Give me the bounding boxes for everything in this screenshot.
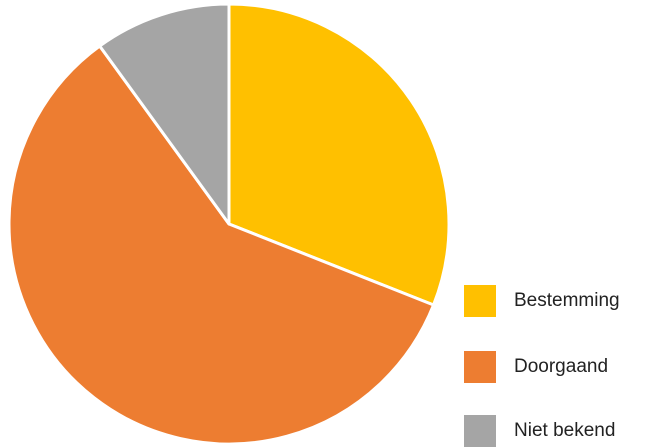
legend-swatch-doorgaand	[464, 351, 496, 383]
pie-slice-niet-bekend	[98, 2, 231, 226]
legend-item-bestemming: Bestemming	[464, 285, 620, 317]
legend-label-niet-bekend: Niet bekend	[514, 420, 616, 441]
legend-item-niet-bekend: Niet bekend	[464, 415, 615, 447]
pie-slice-bestemming	[227, 2, 451, 307]
legend-swatch-niet-bekend	[464, 415, 496, 447]
legend-item-doorgaand: Doorgaand	[464, 351, 608, 383]
legend-label-bestemming: Bestemming	[514, 290, 620, 311]
legend-label-doorgaand: Doorgaand	[514, 356, 609, 377]
legend-swatch-bestemming	[464, 285, 496, 317]
pie-slice-doorgaand	[7, 44, 436, 445]
